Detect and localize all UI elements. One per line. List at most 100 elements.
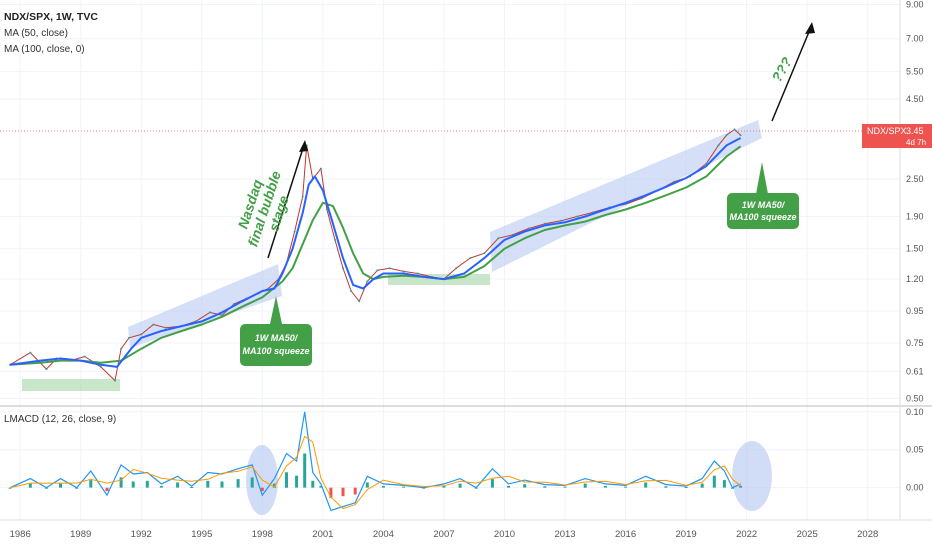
time-tick-label: 2007 [433, 529, 454, 540]
time-tick-label: 2004 [373, 529, 394, 540]
lmacd-histogram-bar [603, 485, 607, 488]
lmacd-histogram-bar [28, 483, 32, 488]
lmacd-histogram-bar [236, 479, 240, 488]
lmacd-histogram-bar [365, 482, 369, 488]
lmacd-histogram-bar [159, 485, 163, 488]
price-point [319, 167, 322, 170]
price-point [366, 280, 369, 283]
macd-line [9, 411, 741, 512]
price-point [358, 300, 361, 303]
price-point [705, 162, 708, 165]
price-point [334, 238, 336, 241]
time-tick-label: 2010 [494, 529, 515, 540]
price-point [301, 195, 304, 198]
price-tick-label: 2.50 [906, 174, 924, 184]
lmacd-histogram-bar [458, 483, 462, 488]
lmacd-axis: 0.10 0.05 0.00 [906, 407, 924, 493]
price-point [376, 269, 379, 272]
callout-1998-line-2: MA100 squeeze [242, 346, 309, 356]
lmacd-histogram-bar [190, 487, 194, 488]
badge-value: 3.45 [906, 126, 924, 136]
lmacd-histogram-bar [712, 475, 716, 488]
lmacd-histogram-bar [442, 485, 446, 488]
lmacd-histogram-bar [381, 485, 385, 488]
lmacd-histogram-bar [250, 477, 254, 488]
price-point [350, 290, 353, 292]
price-point [469, 257, 472, 260]
price-point [164, 326, 167, 329]
lmacd-histogram-bar [402, 486, 406, 488]
lmacd-histogram-bar [311, 480, 315, 488]
lmacd-histogram-bar [131, 481, 135, 488]
lmacd-histogram-bar [523, 484, 527, 488]
price-point [120, 347, 123, 350]
price-series-group [9, 128, 742, 382]
price-point [717, 144, 720, 147]
lmacd-histogram-bar [119, 477, 123, 488]
price-point [739, 134, 742, 137]
time-tick-label: 1992 [131, 529, 152, 540]
lmacd-histogram-bar [319, 485, 323, 488]
lmacd-histogram-bar [739, 485, 743, 488]
lmacd-histogram-bar [353, 487, 357, 495]
lmacd-tick-label: 0.00 [906, 483, 924, 493]
lmacd-histogram-bar [543, 486, 547, 488]
price-point [342, 267, 344, 270]
price-tick-label: 5.50 [906, 67, 924, 77]
lmacd-histogram-bar [507, 485, 510, 488]
lmacd-histogram-bar [700, 483, 704, 488]
price-tick-label: 0.95 [906, 306, 924, 316]
lmacd-histogram-bar [490, 479, 494, 488]
price-point [208, 311, 211, 314]
ma50-legend: MA (50, close) [4, 28, 68, 39]
lmacd-histogram-bar [341, 487, 345, 497]
time-tick-label: 2028 [857, 529, 878, 540]
price-point [114, 379, 116, 382]
time-tick-label: 2025 [797, 529, 818, 540]
price-grid [0, 0, 900, 520]
price-point [483, 252, 486, 255]
time-tick-label: 2019 [676, 529, 697, 540]
price-tick-label: 0.50 [906, 393, 924, 403]
signal-line [9, 435, 741, 510]
callout-2021-line-2: MA100 squeeze [729, 212, 796, 222]
price-axis: 9.00 7.00 5.50 4.50 2.50 1.90 1.50 1.20 0.95 0.75… [906, 0, 924, 403]
callout-2021-line-1: 1W MA50/ [742, 200, 786, 210]
price-point [497, 237, 500, 240]
lmacd-histogram-bar [722, 480, 726, 488]
bubble-arrow [267, 140, 308, 259]
price-point [455, 267, 458, 270]
time-tick-label: 2001 [312, 529, 333, 540]
price-tick-label: 0.75 [906, 338, 924, 348]
channel-2009-2021 [490, 120, 762, 272]
lmacd-histogram-bar [664, 486, 668, 488]
price-point [140, 333, 143, 336]
price-tick-label: 1.50 [906, 244, 924, 254]
lmacd-histogram-bar [272, 483, 276, 488]
price-point [128, 336, 131, 339]
future-arrow [771, 22, 815, 122]
price-point [388, 267, 391, 270]
lmacd-histogram-bar [644, 482, 648, 488]
price-tick-label: 4.50 [906, 94, 924, 104]
price-point [293, 230, 296, 233]
time-axis: 1986 1989 1992 1995 1998 2001 2004 2007 2010 2013… [10, 529, 879, 540]
question-annotation: ??? [768, 54, 795, 85]
chart-title: NDX/SPX, 1W, TVC [4, 11, 98, 23]
lmacd-histogram-bar [145, 480, 149, 488]
badge-countdown: 4d 7h [906, 138, 926, 147]
lmacd-histogram-bar [176, 482, 180, 488]
price-point [29, 351, 32, 354]
price-point [99, 365, 102, 368]
time-tick-label: 1986 [10, 529, 31, 540]
right-axis-bg [900, 0, 932, 550]
price-point [402, 270, 405, 273]
price-tick-label: 0.61 [906, 366, 924, 376]
lmacd-histogram-bar [105, 487, 109, 492]
channel-1991-1998 [128, 264, 282, 348]
lmacd-histogram-bar [295, 475, 299, 488]
lmacd-histogram-bar [59, 483, 62, 488]
current-price-badge: NDX/SPX 3.45 4d 7h [862, 124, 932, 148]
lmacd-histogram-bar [89, 480, 93, 488]
